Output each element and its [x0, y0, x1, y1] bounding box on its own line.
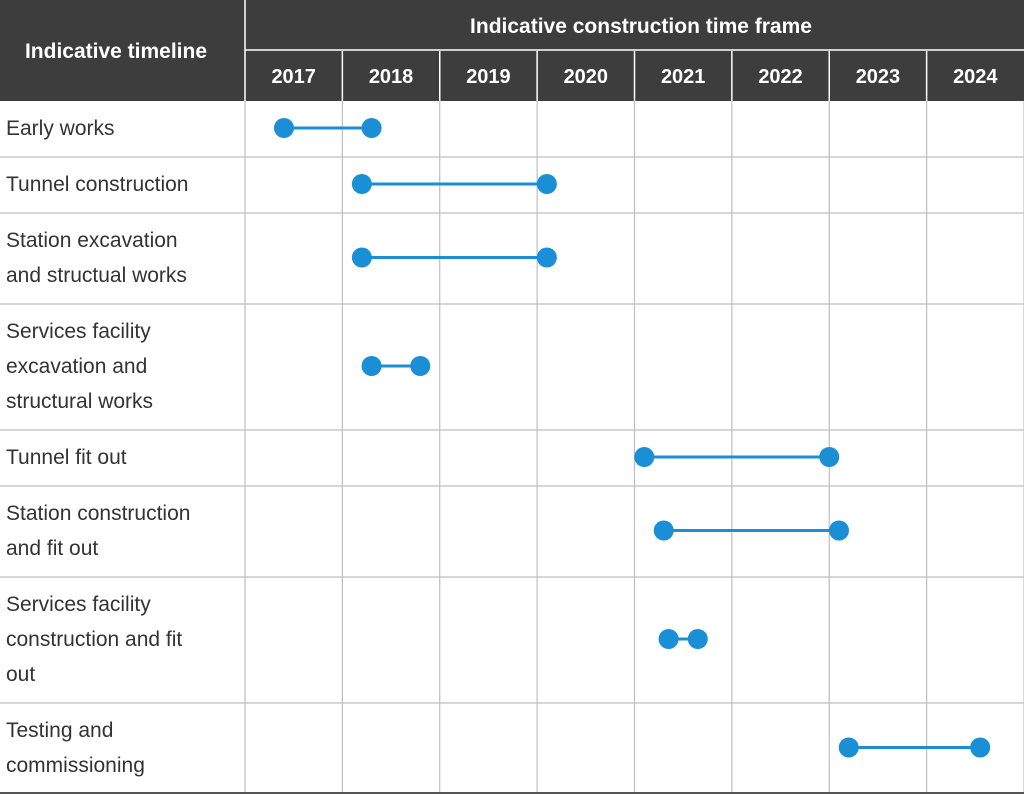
task-start-marker — [361, 356, 382, 376]
year-label-2023: 2023 — [856, 66, 901, 88]
task-end-marker — [819, 447, 840, 467]
task-label-line: commissioning — [6, 754, 145, 777]
task-start-marker — [273, 118, 294, 138]
task-label-line: excavation and — [6, 355, 147, 378]
task-end-marker — [687, 629, 708, 649]
task-end-marker — [536, 247, 557, 268]
task-label-line: and fit out — [6, 537, 98, 560]
task-end-marker — [828, 520, 849, 541]
task-label-line: and structual works — [6, 264, 187, 287]
task-start-marker — [634, 447, 655, 467]
task-row: Testing and commissioning — [6, 719, 991, 777]
task-label-line: Station construction — [6, 502, 190, 525]
timeframe-title: Indicative construction time frame — [470, 15, 812, 38]
task-label-line: Early works — [6, 117, 115, 140]
task-end-marker — [361, 118, 382, 138]
task-start-marker — [351, 174, 372, 194]
task-row: Station construction and fit out — [6, 502, 849, 560]
task-end-marker — [536, 174, 557, 194]
table-header: Indicative timeline Indicative construct… — [0, 0, 1024, 101]
task-label-line: Testing and — [6, 719, 113, 742]
task-row: Services facility excavation and structura… — [6, 320, 431, 413]
task-label-line: construction and fit — [6, 628, 182, 651]
task-start-marker — [351, 247, 372, 268]
year-label-2024: 2024 — [953, 66, 998, 88]
task-row: Early works — [6, 117, 382, 140]
task-row: Station excavation and structual works — [6, 229, 557, 287]
year-label-2020: 2020 — [564, 66, 609, 88]
year-header-row: 2017 2018 2019 2020 2021 2022 2023 2024 — [271, 51, 998, 101]
task-label-line: Tunnel fit out — [6, 446, 127, 469]
year-label-2018: 2018 — [369, 66, 414, 88]
grid-lines — [0, 101, 1024, 794]
task-start-marker — [653, 520, 674, 541]
task-label-line: out — [6, 663, 35, 686]
task-row: Tunnel fit out — [6, 446, 840, 469]
task-row: Tunnel construction — [6, 173, 557, 196]
task-end-marker — [410, 356, 431, 376]
task-label-line: Services facility — [6, 320, 151, 343]
task-label-line: Station excavation — [6, 229, 178, 252]
task-rows: Early works Tunnel construction Station ex… — [6, 117, 991, 777]
task-label-line: Tunnel construction — [6, 173, 189, 196]
task-end-marker — [970, 737, 991, 758]
task-start-marker — [838, 737, 859, 758]
left-column-title: Indicative timeline — [25, 40, 207, 63]
year-label-2019: 2019 — [466, 66, 511, 88]
year-label-2017: 2017 — [271, 66, 316, 88]
task-row: Services facility construction and fit out — [6, 593, 708, 686]
year-label-2021: 2021 — [661, 66, 706, 88]
task-start-marker — [658, 629, 679, 649]
task-label-line: structural works — [6, 390, 153, 413]
task-label-line: Services facility — [6, 593, 151, 616]
year-label-2022: 2022 — [758, 66, 803, 88]
